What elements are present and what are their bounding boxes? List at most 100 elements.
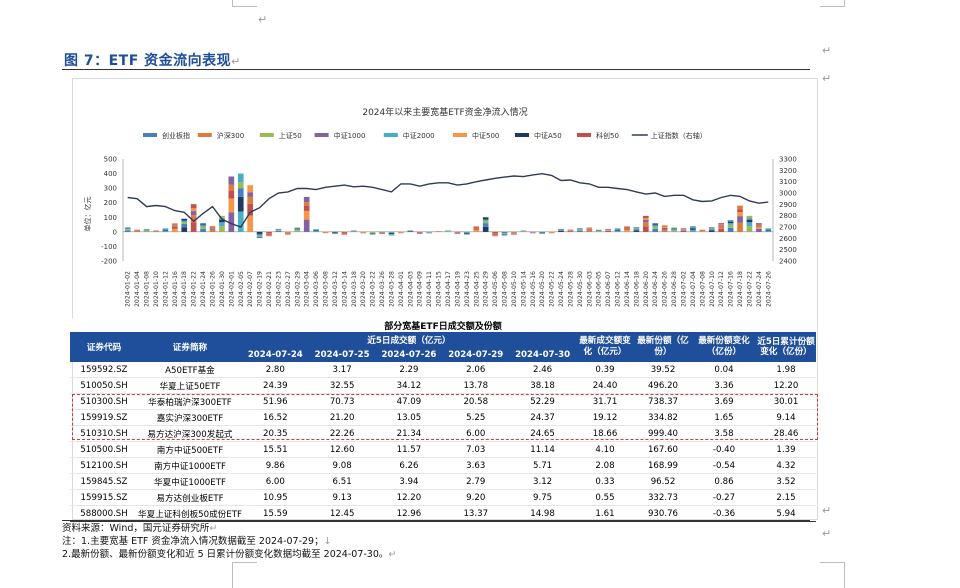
bar-segment <box>238 211 244 231</box>
bar-segment <box>728 220 734 222</box>
bar-segment <box>473 226 479 227</box>
bar-segment <box>483 223 489 227</box>
x-tick-label: 2024-06-07 <box>605 271 612 307</box>
bar-segment <box>342 233 348 234</box>
bar-segment <box>389 232 395 233</box>
legend-swatch <box>315 133 329 137</box>
bar-segment <box>257 237 263 238</box>
paragraph-mark: ↵ <box>822 504 831 517</box>
x-tick-label: 2024-04-19 <box>454 271 461 307</box>
cell-d1: 10.95 <box>242 490 309 506</box>
bar-segment <box>605 230 611 231</box>
legend-label: 中证A50 <box>534 131 562 140</box>
bar-segment <box>342 232 348 233</box>
bar-segment <box>360 232 366 233</box>
cell-d1: 24.39 <box>242 378 309 394</box>
bar-segment <box>181 222 187 224</box>
cell-d1: 16.52 <box>242 410 309 426</box>
bar-segment <box>747 216 753 218</box>
legend-swatch <box>515 133 529 137</box>
legend-swatch <box>384 133 398 137</box>
bar-segment <box>125 227 131 228</box>
bar-segment <box>596 231 602 232</box>
x-tick-label: 2024-07-24 <box>756 271 763 307</box>
cell-sc: 1.65 <box>692 410 756 426</box>
cell-cum: 1.98 <box>756 362 816 378</box>
x-tick-label: 2024-02-19 <box>257 271 264 307</box>
cell-d4: 6.00 <box>442 426 509 442</box>
bar-segment <box>181 219 187 221</box>
bar-segment <box>511 232 517 233</box>
bar-segment <box>737 216 743 223</box>
cell-cum: 30.01 <box>756 394 816 410</box>
cell-d4: 20.58 <box>442 394 509 410</box>
paragraph-mark: ↵ <box>258 13 267 26</box>
bar-segment <box>718 223 724 224</box>
cell-d3: 21.34 <box>376 426 443 442</box>
cell-d4: 5.25 <box>442 410 509 426</box>
cell-sc: 0.04 <box>692 362 756 378</box>
bar-segment <box>294 229 300 230</box>
cell-name: 南方中证500ETF <box>138 442 242 458</box>
cell-cum: 2.15 <box>756 490 816 506</box>
legend-swatch <box>453 133 467 137</box>
bar-segment <box>134 231 140 232</box>
x-tick-label: 2024-01-12 <box>162 271 169 307</box>
bar-segment <box>483 217 489 219</box>
x-tick-label: 2024-06-12 <box>615 271 622 307</box>
legend-label: 中证2000 <box>403 131 435 140</box>
bar-segment <box>492 234 498 235</box>
x-tick-label: 2024-07-18 <box>737 271 744 307</box>
bar-segment <box>681 228 687 229</box>
cell-d2: 21.20 <box>309 410 376 426</box>
bar-segment <box>756 229 762 232</box>
cell-tc: 18.66 <box>576 426 634 442</box>
y-tick-label: 100 <box>104 214 117 222</box>
cell-d4: 7.03 <box>442 442 509 458</box>
cell-shares: 96.52 <box>634 474 692 490</box>
x-tick-label: 2024-03-06 <box>313 271 320 307</box>
bar-segment <box>370 232 376 233</box>
bar-segment <box>426 232 432 233</box>
bar-segment <box>718 227 724 229</box>
bar-segment <box>568 231 574 232</box>
cell-shares: 168.99 <box>634 458 692 474</box>
bar-segment <box>681 229 687 230</box>
bar-segment <box>163 228 169 229</box>
bar-segment <box>624 227 630 228</box>
x-tick-label: 2024-06-20 <box>643 271 650 307</box>
bar-segment <box>652 224 658 225</box>
cell-d2: 70.73 <box>309 394 376 410</box>
x-tick-label: 2024-05-30 <box>577 271 584 307</box>
x-tick-label: 2024-02-29 <box>294 271 301 307</box>
cell-d2: 9.08 <box>309 458 376 474</box>
bar-segment <box>577 228 583 229</box>
cell-d5: 3.12 <box>509 474 576 490</box>
paragraph-mark: ↵ <box>822 527 831 540</box>
col-share-change: 最新份额变化（亿份） <box>692 332 756 362</box>
bar-segment <box>398 232 404 233</box>
bar-segment <box>718 225 724 226</box>
cell-name: 华夏上证50ETF <box>138 378 242 394</box>
bar-segment <box>304 202 310 205</box>
x-tick-label: 2024-04-01 <box>398 271 405 307</box>
bar-segment <box>747 218 753 220</box>
col-date: 2024-07-26 <box>376 347 443 362</box>
etf-turnover-table: 部分宽基ETF日成交额及份额 证券代码 证券简称 近5日成交额（亿元） 最新成交… <box>70 318 816 522</box>
bar-segment <box>200 225 206 226</box>
cell-tc: 4.10 <box>576 442 634 458</box>
y-tick-label: 400 <box>104 170 117 178</box>
bar-segment <box>464 233 470 234</box>
cell-shares: 738.37 <box>634 394 692 410</box>
cell-d3: 47.09 <box>376 394 443 410</box>
cell-code: 159592.SZ <box>70 362 138 378</box>
bar-segment <box>200 223 206 224</box>
bar-segment <box>634 230 640 232</box>
bar-segment <box>125 229 131 230</box>
bar-segment <box>379 233 385 234</box>
x-tick-label: 2024-06-18 <box>633 271 640 307</box>
x-tick-label: 2024-07-10 <box>709 271 716 307</box>
bar-segment <box>652 227 658 229</box>
